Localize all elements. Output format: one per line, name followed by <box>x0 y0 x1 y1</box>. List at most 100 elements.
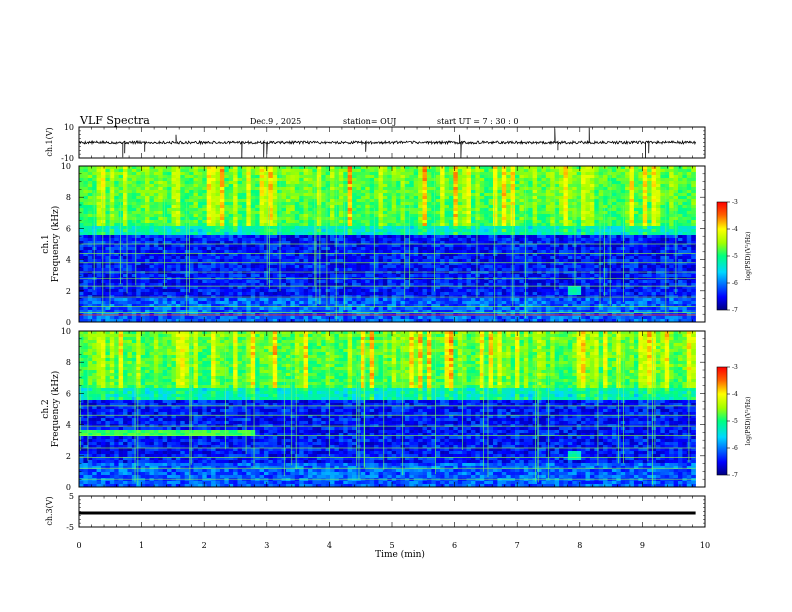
spectrogram-cell <box>347 232 353 236</box>
spectrogram-cell <box>431 256 437 260</box>
spectrogram-cell <box>233 247 238 251</box>
spectrogram-cell <box>237 169 243 173</box>
spectrogram-cell <box>347 268 353 272</box>
spectrogram-cell <box>211 250 216 254</box>
spectrogram-cell <box>237 166 243 170</box>
spectrogram-cell <box>215 256 221 260</box>
spectrogram-cell <box>426 292 432 296</box>
spectrogram-cell <box>374 232 379 236</box>
spectrogram-cell <box>175 172 181 176</box>
spectrogram-cell <box>109 196 115 200</box>
spectrogram-cell <box>391 181 397 185</box>
spectrogram-cell <box>193 178 199 182</box>
spectrogram-cell <box>352 169 357 173</box>
spectrogram-cell <box>123 214 128 218</box>
spectrogram-cell <box>378 238 384 242</box>
spectrogram-cell <box>127 316 133 320</box>
spectrogram-cell <box>435 268 441 272</box>
spectrogram-cell <box>343 169 348 173</box>
spectrogram-cell <box>290 235 296 239</box>
spectrogram-cell <box>418 310 423 314</box>
spectrogram-cell <box>448 223 454 227</box>
spectrogram-cell <box>246 256 252 260</box>
spectrogram-cell <box>391 211 397 215</box>
spectrogram-cell <box>290 256 296 260</box>
spectrogram-cell <box>466 283 472 287</box>
spectrogram-cell <box>180 169 185 173</box>
spectrogram-cell <box>426 274 432 278</box>
spectrogram-cell <box>171 250 177 254</box>
spectrogram-cell <box>206 172 212 176</box>
spectrogram-cell <box>352 181 357 185</box>
spectrogram-cell <box>369 214 375 218</box>
spectrogram-cell <box>369 196 375 200</box>
spectrogram-cell <box>352 274 357 278</box>
spectrogram-cell <box>365 217 370 221</box>
spectrogram-cell <box>118 295 124 299</box>
spectrogram-cell <box>233 283 238 287</box>
spectrogram-cell <box>286 292 291 296</box>
spectrogram-cell <box>237 178 243 182</box>
spectrogram-cell <box>259 295 265 299</box>
spectrogram-cell <box>87 310 93 314</box>
spectrogram-cell <box>123 319 128 323</box>
spectrogram-cell <box>382 301 388 305</box>
spectrogram-cell <box>360 295 366 299</box>
spectrogram-cell <box>484 223 489 227</box>
spectrogram-cell <box>123 226 128 230</box>
spectrogram-cell <box>189 235 194 239</box>
spectrogram-cell <box>391 268 397 272</box>
spectrogram-cell <box>426 169 432 173</box>
spectrogram-cell <box>228 295 234 299</box>
spectrogram-cell <box>162 295 168 299</box>
spectrogram-cell <box>87 208 93 212</box>
spectrogram-cell <box>272 262 278 266</box>
spectrogram-cell <box>272 172 278 176</box>
spectrogram-cell <box>418 316 423 320</box>
spectrogram-cell <box>79 247 84 251</box>
spectrogram-cell <box>448 307 454 311</box>
spectrogram-cell <box>259 208 265 212</box>
spectrogram-cell <box>334 280 340 284</box>
spectrogram-cell <box>175 181 181 185</box>
spectrogram-cell <box>140 226 146 230</box>
spectrogram-cell <box>457 238 463 242</box>
spectrogram-cell <box>79 220 84 224</box>
spectrogram-cell <box>171 259 177 263</box>
spectrogram-cell <box>426 241 432 245</box>
spectrogram-cell <box>462 190 467 194</box>
spectrogram-cell <box>365 229 370 233</box>
spectrogram-cell <box>299 256 304 260</box>
spectrogram-cell <box>479 226 485 230</box>
spectrogram-cell <box>453 211 459 215</box>
spectrogram-cell <box>281 316 287 320</box>
spectrogram-cell <box>241 232 247 236</box>
spectrogram-cell <box>479 190 485 194</box>
spectrogram-cell <box>241 196 247 200</box>
spectrogram-cell <box>202 307 208 311</box>
spectrogram-cell <box>316 232 322 236</box>
spectrogram-cell <box>374 214 379 218</box>
spectrogram-cell <box>193 187 199 191</box>
spectrogram-cell <box>382 178 388 182</box>
spectrogram-cell <box>145 307 150 311</box>
spectrogram-cell <box>206 292 212 296</box>
spectrogram-cell <box>219 268 225 272</box>
spectrogram-cell <box>312 295 318 299</box>
spectrogram-cell <box>149 247 155 251</box>
spectrogram-cell <box>83 238 89 242</box>
spectrogram-cell <box>83 202 89 206</box>
spectrogram-cell <box>294 316 300 320</box>
spectrogram-cell <box>382 235 388 239</box>
spectrogram-cell <box>426 259 432 263</box>
spectrogram-cell <box>453 181 459 185</box>
spectrogram-cell <box>211 229 216 233</box>
spectrogram-cell <box>105 259 111 263</box>
spectrogram-cell <box>347 172 353 176</box>
spectrogram-cell <box>325 289 331 293</box>
spectrogram-cell <box>431 187 437 191</box>
spectrogram-cell <box>202 283 208 287</box>
spectrogram-cell <box>378 268 384 272</box>
spectrogram-cell <box>202 211 208 215</box>
spectrogram-cell <box>396 220 401 224</box>
